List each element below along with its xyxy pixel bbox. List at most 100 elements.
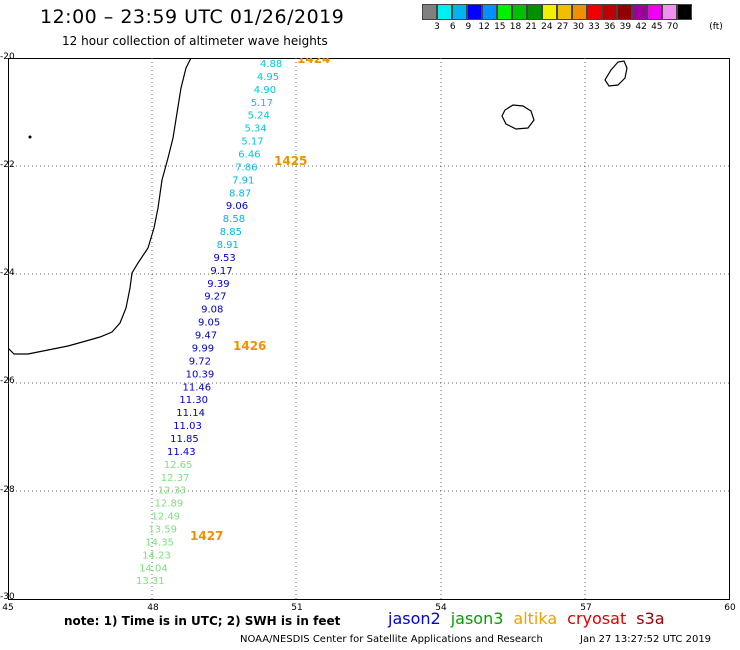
- legend-label: 12: [478, 22, 490, 32]
- swh-observation: 7.91: [232, 175, 254, 186]
- time-marker: 1425: [274, 154, 307, 168]
- legend-label: 30: [572, 22, 585, 32]
- satellite-name: jason2: [388, 609, 441, 628]
- legend-label: 3: [434, 22, 440, 32]
- mauritius-island: [604, 60, 628, 87]
- swh-observation: 14.35: [145, 537, 174, 548]
- swh-observation: 9.99: [192, 344, 214, 355]
- map-frame: [8, 58, 730, 600]
- swh-observation: 9.72: [189, 356, 211, 367]
- legend-swatch: [452, 4, 467, 20]
- latitude-label: -22: [0, 160, 15, 170]
- islet-marker: [28, 135, 32, 139]
- legend-swatch: [482, 4, 497, 20]
- legend-label: 42: [635, 22, 647, 32]
- swh-observation: 12.89: [155, 499, 184, 510]
- legend-labels: (ft) 3 6 9 12 15 18 21 24 27 30 33 36 39 42 45 70: [422, 20, 723, 34]
- legend-swatches: [422, 4, 692, 20]
- legend-swatch: [467, 4, 482, 20]
- swh-observation: 4.95: [257, 72, 279, 83]
- satellite-name: cryosat: [567, 609, 627, 628]
- legend-label: 9: [465, 22, 472, 32]
- latitude-label: -28: [0, 485, 15, 495]
- legend-label: 21: [525, 22, 537, 32]
- legend-swatch: [602, 4, 617, 20]
- latitude-label: -20: [0, 52, 15, 62]
- satellite-legend: jason2 jason3 altika cryosat s3a: [388, 609, 675, 628]
- map-canvas: 4.88 4.95 4.90 5.17 5.24 5.34 5.17 6.467.86 7.91…: [8, 58, 730, 600]
- swh-observation: 9.27: [204, 292, 226, 303]
- legend-swatch: [497, 4, 512, 20]
- swh-observation: 14.04: [139, 563, 168, 574]
- legend-swatch: [587, 4, 602, 20]
- legend-swatch: [512, 4, 527, 20]
- time-markers: 1424 1425 1426 1427: [190, 58, 330, 543]
- swh-observation: 8.91: [217, 240, 239, 251]
- legend-swatch: [527, 4, 542, 20]
- swh-observation: 11.85: [170, 434, 199, 445]
- swh-observation: 11.03: [173, 421, 202, 432]
- legend-label: 15: [494, 22, 506, 32]
- legend-label: 6: [449, 22, 456, 32]
- swh-observation: 6.46: [238, 150, 260, 161]
- legend-swatch: [422, 4, 437, 20]
- swh-observation: 10.39: [186, 369, 215, 380]
- swh-observation: 12.65: [164, 460, 193, 471]
- legend-swatch: [617, 4, 632, 20]
- legend-label: 18: [509, 22, 522, 32]
- longitude-label: 48: [147, 603, 159, 613]
- legend-swatch: [572, 4, 587, 20]
- legend-label: 27: [556, 22, 569, 32]
- longitude-label: 51: [291, 603, 303, 613]
- swh-observation: 8.87: [229, 188, 251, 199]
- swh-observation: 12.49: [152, 512, 181, 523]
- page-title: 12:00 – 23:59 UTC 01/26/2019: [40, 6, 345, 28]
- swh-observation: 5.17: [251, 98, 273, 109]
- latitude-label: -26: [0, 376, 15, 386]
- swh-observation: 11.14: [176, 408, 205, 419]
- longitude-label: 45: [2, 603, 14, 613]
- legend-label: 36: [603, 22, 616, 32]
- satellite-name: s3a: [636, 609, 665, 628]
- swh-observation: 12.33: [158, 486, 187, 497]
- swh-observation: 9.06: [226, 201, 248, 212]
- longitude-label: 54: [435, 603, 447, 613]
- legend-unit: (ft): [709, 22, 723, 32]
- units-note: note: 1) Time is in UTC; 2) SWH is in fe…: [64, 614, 341, 628]
- swh-observation: 9.47: [195, 331, 217, 342]
- footer-credit: NOAA/NESDIS Center for Satellite Applica…: [240, 634, 543, 645]
- swh-observation: 12.37: [161, 473, 190, 484]
- page-subtitle: 12 hour collection of altimeter wave hei…: [62, 34, 328, 48]
- legend-label: 24: [541, 22, 553, 32]
- legend-swatch: [662, 4, 677, 20]
- legend-swatch: [677, 4, 692, 20]
- legend-swatch: [557, 4, 572, 20]
- legend-swatch: [647, 4, 662, 20]
- swh-observation: 13.31: [136, 576, 165, 587]
- time-marker: 1426: [233, 339, 266, 353]
- legend-label: 45: [651, 22, 663, 32]
- footer-timestamp: Jan 27 13:27:52 UTC 2019: [580, 634, 712, 645]
- legend-swatch: [632, 4, 647, 20]
- grid-lines: [8, 58, 730, 600]
- reunion-island: [501, 104, 535, 130]
- legend-label: 33: [588, 22, 600, 32]
- madagascar-coastline: [8, 58, 192, 355]
- legend-swatch: [542, 4, 557, 20]
- latitude-label: -30: [0, 592, 15, 602]
- swh-observation: 9.08: [201, 305, 223, 316]
- swh-observation: 8.58: [223, 214, 245, 225]
- swh-observation: 13.59: [148, 525, 177, 536]
- longitude-label: 60: [724, 603, 736, 613]
- swh-observation: 9.05: [198, 318, 220, 329]
- swh-observation: 4.90: [254, 85, 276, 96]
- longitude-label: 57: [580, 603, 592, 613]
- time-marker: 1424: [297, 58, 330, 66]
- swh-observation: 14.23: [142, 550, 171, 561]
- swh-observation: 9.17: [210, 266, 232, 277]
- legend-label: 39: [619, 22, 632, 32]
- swh-observation: 4.88: [260, 59, 282, 70]
- swh-observation: 11.30: [179, 395, 208, 406]
- observation-track: 4.88 4.95 4.90 5.17 5.24 5.34 5.17 6.467.86 7.91…: [136, 59, 282, 587]
- swh-observation: 8.85: [220, 227, 242, 238]
